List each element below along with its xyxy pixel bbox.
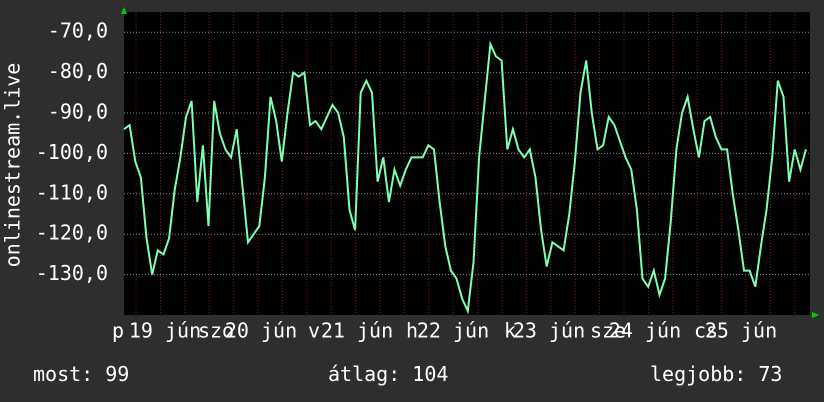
y-tick-label: -100,0 bbox=[36, 140, 108, 164]
y-tick-label: -90,0 bbox=[48, 100, 108, 124]
x-axis-arrow bbox=[812, 312, 819, 318]
stat-value: 99 bbox=[105, 362, 129, 386]
stat-label: legjobb: bbox=[650, 362, 746, 386]
y-axis-arrow bbox=[121, 7, 127, 14]
plot-area bbox=[124, 12, 810, 315]
x-tick-label: 19 jún bbox=[129, 319, 201, 343]
x-tick-label: p bbox=[112, 319, 124, 343]
y-axis-label: onlinestream.live bbox=[1, 63, 25, 268]
x-tick-label: 23 jún bbox=[513, 319, 585, 343]
x-tick-label: 25 jún bbox=[705, 319, 777, 343]
x-tick-label: h bbox=[406, 319, 418, 343]
stat-value: 73 bbox=[758, 362, 782, 386]
y-tick-label: -110,0 bbox=[36, 180, 108, 204]
x-tick-label: 21 jún bbox=[321, 319, 393, 343]
stat: most: 99 bbox=[33, 362, 129, 386]
x-tick-label: k bbox=[504, 319, 516, 343]
x-tick-label: v bbox=[308, 319, 320, 343]
data-line bbox=[123, 40, 807, 315]
stat: átlag: 104 bbox=[328, 362, 448, 386]
x-tick-label: 22 jún bbox=[417, 319, 489, 343]
x-tick-label: 24 jún bbox=[609, 319, 681, 343]
stat-label: most: bbox=[33, 362, 93, 386]
y-tick-label: -120,0 bbox=[36, 221, 108, 245]
stat-value: 104 bbox=[412, 362, 448, 386]
x-tick-label: szo bbox=[198, 319, 234, 343]
stat-label: átlag: bbox=[328, 362, 400, 386]
y-tick-label: -80,0 bbox=[48, 59, 108, 83]
stat: legjobb: 73 bbox=[650, 362, 782, 386]
x-tick-label: cs bbox=[694, 319, 718, 343]
y-tick-label: -70,0 bbox=[48, 19, 108, 43]
y-tick-label: -130,0 bbox=[36, 261, 108, 285]
x-tick-label: sze bbox=[590, 319, 626, 343]
x-tick-label: 20 jún bbox=[225, 319, 297, 343]
